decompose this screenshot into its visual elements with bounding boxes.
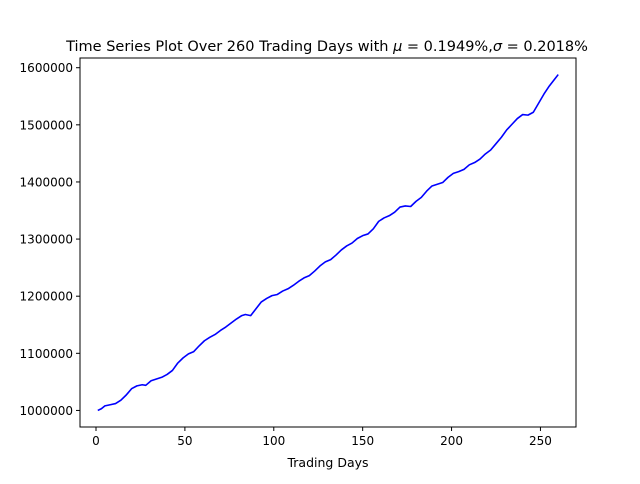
y-axis-ticks: 1000000 1100000 1200000 1300000 1400000 15000… [20, 61, 80, 418]
x-tick-label: 50 [177, 434, 192, 448]
x-axis-ticks: 0 50 100 150 200 250 [92, 427, 552, 448]
series-line [97, 74, 559, 412]
x-tick-label: 200 [440, 434, 463, 448]
chart-title-prefix: Time Series Plot Over 260 Trading Days w… [65, 39, 393, 55]
y-tick-label: 1600000 [20, 61, 73, 75]
x-tick-label: 250 [529, 434, 552, 448]
x-tick-label: 100 [262, 434, 285, 448]
plot-data-layer [97, 74, 559, 412]
chart-title-mu-value: = 0.1949%, [402, 39, 493, 55]
y-tick-label: 1300000 [20, 233, 73, 247]
y-tick-label: 1100000 [20, 347, 73, 361]
chart-title: Time Series Plot Over 260 Trading Days w… [65, 39, 588, 55]
y-tick-label: 1200000 [20, 290, 73, 304]
y-tick-label: 1500000 [20, 118, 73, 132]
x-tick-label: 150 [351, 434, 374, 448]
x-axis-label: Trading Days [286, 455, 368, 470]
chart-title-sigma-symbol: σ [493, 39, 503, 55]
y-tick-label: 1000000 [20, 404, 73, 418]
x-tick-label: 0 [92, 434, 100, 448]
y-tick-label: 1400000 [20, 175, 73, 189]
plot-area-frame [79, 57, 577, 428]
chart-title-sigma-value: = 0.2018% [502, 39, 588, 55]
chart-title-mu-symbol: μ [392, 39, 402, 55]
